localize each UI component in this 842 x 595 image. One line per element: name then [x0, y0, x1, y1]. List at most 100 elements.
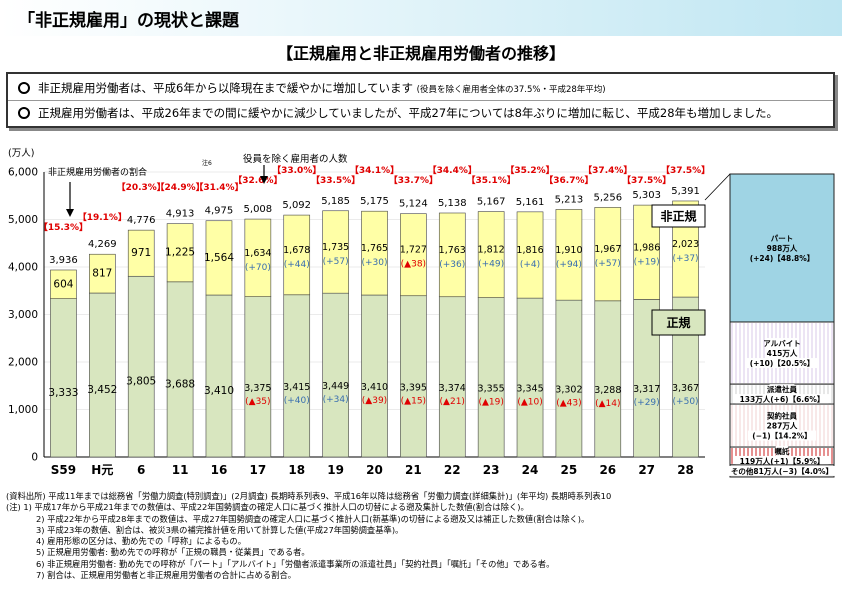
bar-nonregular — [89, 253, 116, 294]
total-value-label: 4,269 — [88, 239, 117, 250]
share-label: 【19.1%】 — [78, 212, 127, 223]
regular-value-label: 3,288 — [594, 385, 621, 396]
total-value-label: 5,092 — [282, 200, 311, 211]
share-label: 【24.9%】 — [155, 182, 204, 193]
arrow-head-icon — [66, 209, 74, 217]
nonregular-change-label: (+44) — [284, 260, 310, 270]
regular-change-label: (+34) — [323, 395, 349, 405]
breakdown-label-bg — [775, 445, 789, 456]
breakdown-label: (+10)【20.5%】 — [750, 358, 815, 368]
circle-bullet-icon — [18, 107, 30, 119]
notes: (資料出所) 平成11年までは総務省「労働力調査(特別調査)」(2月調査) 長期… — [6, 491, 611, 581]
bar-regular — [283, 294, 311, 458]
regular-value-label: 3,415 — [283, 382, 310, 393]
regular-value-label: 3,355 — [478, 383, 505, 394]
x-tick-label: 11 — [172, 463, 189, 477]
x-tick-label: 21 — [405, 463, 422, 477]
nonregular-value-label: 1,763 — [439, 245, 466, 256]
note-6: 6) 非正規雇用労働者: 勤め先での呼称が「パート」「アルバイト」「労働者派遣事… — [36, 558, 555, 569]
share-label: 【34.4%】 — [428, 165, 477, 176]
breakdown-label-bg — [744, 358, 820, 369]
bar-nonregular — [516, 211, 544, 299]
bar-regular — [555, 299, 583, 458]
breakdown-label: 嘱託 — [775, 446, 790, 456]
regular-change-label: (+29) — [634, 398, 660, 408]
regular-change-label: (+50) — [673, 397, 699, 407]
x-tick-label: 19 — [327, 463, 344, 477]
breakdown-label-bg — [769, 410, 795, 421]
y-tick-label: 0 — [31, 452, 38, 464]
note-1: (注) 1) 平成17年から平成21年までの数値は、平成22年国勢調査の確定人口… — [6, 502, 529, 513]
breakdown-label: パート — [771, 233, 794, 243]
nonregular-value-label: 1,727 — [400, 245, 427, 256]
x-tick-label: 23 — [483, 463, 500, 477]
total-value-label: 4,776 — [127, 215, 156, 226]
bar-nonregular — [166, 223, 194, 283]
nonregular-value-label: 604 — [53, 278, 73, 290]
header-bar: 「非正規雇用」の現状と課題 — [0, 0, 842, 36]
regular-change-label: (▲43) — [556, 399, 581, 409]
note-3: 3) 平成23年の数値、割合は、被災3県の補完推計値を用いて計算した値(平成27… — [36, 524, 404, 535]
note-7: 7) 割合は、正規雇用労働者と非正規雇用労働者の合計に占める割合。 — [36, 570, 297, 581]
breakdown-label-bg — [766, 420, 798, 431]
nonregular-value-label: 1,986 — [633, 242, 660, 253]
bar-nonregular — [244, 218, 272, 297]
total-value-label: 4,975 — [205, 206, 234, 217]
regular-legend-label: 正規 — [666, 315, 690, 330]
total-value-label: 5,175 — [360, 196, 389, 207]
bar-regular — [244, 296, 272, 458]
y-tick-label: 5,000 — [8, 214, 38, 226]
nonregular-value-label: 2,023 — [672, 239, 699, 250]
x-tick-label: 25 — [561, 463, 578, 477]
bar-nonregular — [438, 212, 466, 298]
bar-regular — [322, 292, 349, 458]
section-title: 【正規雇用と非正規雇用労働者の推移】 — [276, 44, 565, 63]
x-tick-label: 6 — [137, 463, 145, 477]
summary-line-2: 正規雇用労働者は、平成26年までの間に緩やかに減少していましたが、平成27年につ… — [8, 101, 833, 125]
regular-change-label: (▲10) — [517, 398, 542, 408]
regular-change-label: (▲39) — [362, 396, 387, 406]
total-value-label: 5,185 — [321, 196, 350, 207]
circle-bullet-icon — [18, 82, 30, 94]
share-label: 【35.2%】 — [505, 165, 554, 176]
x-tick-label: 22 — [444, 463, 461, 477]
stacked-bar-chart: 0 1,000 2,000 3,000 4,000 5,000 6,000 (万人) 3,333… — [8, 148, 835, 478]
breakdown-label: アルバイト — [763, 339, 800, 348]
bar-regular — [50, 298, 77, 458]
nonregular-change-label: (+4) — [520, 260, 540, 270]
bar-nonregular — [361, 210, 388, 296]
x-tick-label: 16 — [211, 463, 228, 477]
regular-value-label: 3,345 — [516, 384, 543, 395]
nonregular-change-label: (+36) — [439, 260, 465, 270]
breakdown-label-bg — [766, 338, 798, 349]
breakdown-label-bg — [769, 384, 795, 395]
nonregular-change-label: (+57) — [323, 257, 349, 267]
total-value-label: 5,138 — [438, 198, 467, 209]
x-tick-label: 26 — [599, 463, 616, 477]
summary-text-1: 非正規雇用労働者は、平成6年から以降現在まで緩やかに増加しています — [38, 81, 413, 95]
nonregular-change-label: (+19) — [634, 257, 660, 267]
note-marker: 注6 — [202, 159, 212, 167]
regular-value-label: 3,302 — [555, 385, 582, 396]
share-label: 【34.1%】 — [350, 165, 399, 176]
bar-nonregular — [283, 214, 311, 296]
regular-change-label: (▲21) — [440, 397, 465, 407]
share-label: 【15.3%】 — [39, 222, 88, 233]
regular-change-label: (▲35) — [245, 397, 270, 407]
regular-value-label: 3,449 — [322, 381, 349, 392]
bar-nonregular — [555, 209, 583, 301]
bar-nonregular — [50, 269, 77, 299]
nonregular-legend-box — [651, 204, 706, 228]
breakdown-label-bg — [735, 394, 829, 405]
share-label: 【37.5%】 — [661, 165, 710, 176]
note-4: 4) 雇用形態の区分は、勤め先での「呼称」によるもの。 — [36, 536, 247, 547]
bar-regular — [516, 297, 544, 458]
bar-nonregular — [594, 207, 622, 302]
breakdown-label: (−1)【14.2%】 — [752, 431, 811, 441]
regular-change-label: (▲19) — [478, 397, 503, 407]
x-tick-label: H元 — [91, 463, 113, 477]
bar-regular — [127, 275, 155, 458]
share-label: 【37.4%】 — [583, 165, 632, 176]
nonregular-change-label: (+30) — [361, 258, 387, 268]
regular-value-label: 3,317 — [633, 384, 660, 395]
